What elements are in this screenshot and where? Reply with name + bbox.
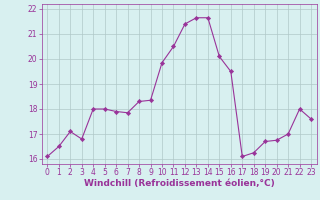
X-axis label: Windchill (Refroidissement éolien,°C): Windchill (Refroidissement éolien,°C) (84, 179, 275, 188)
